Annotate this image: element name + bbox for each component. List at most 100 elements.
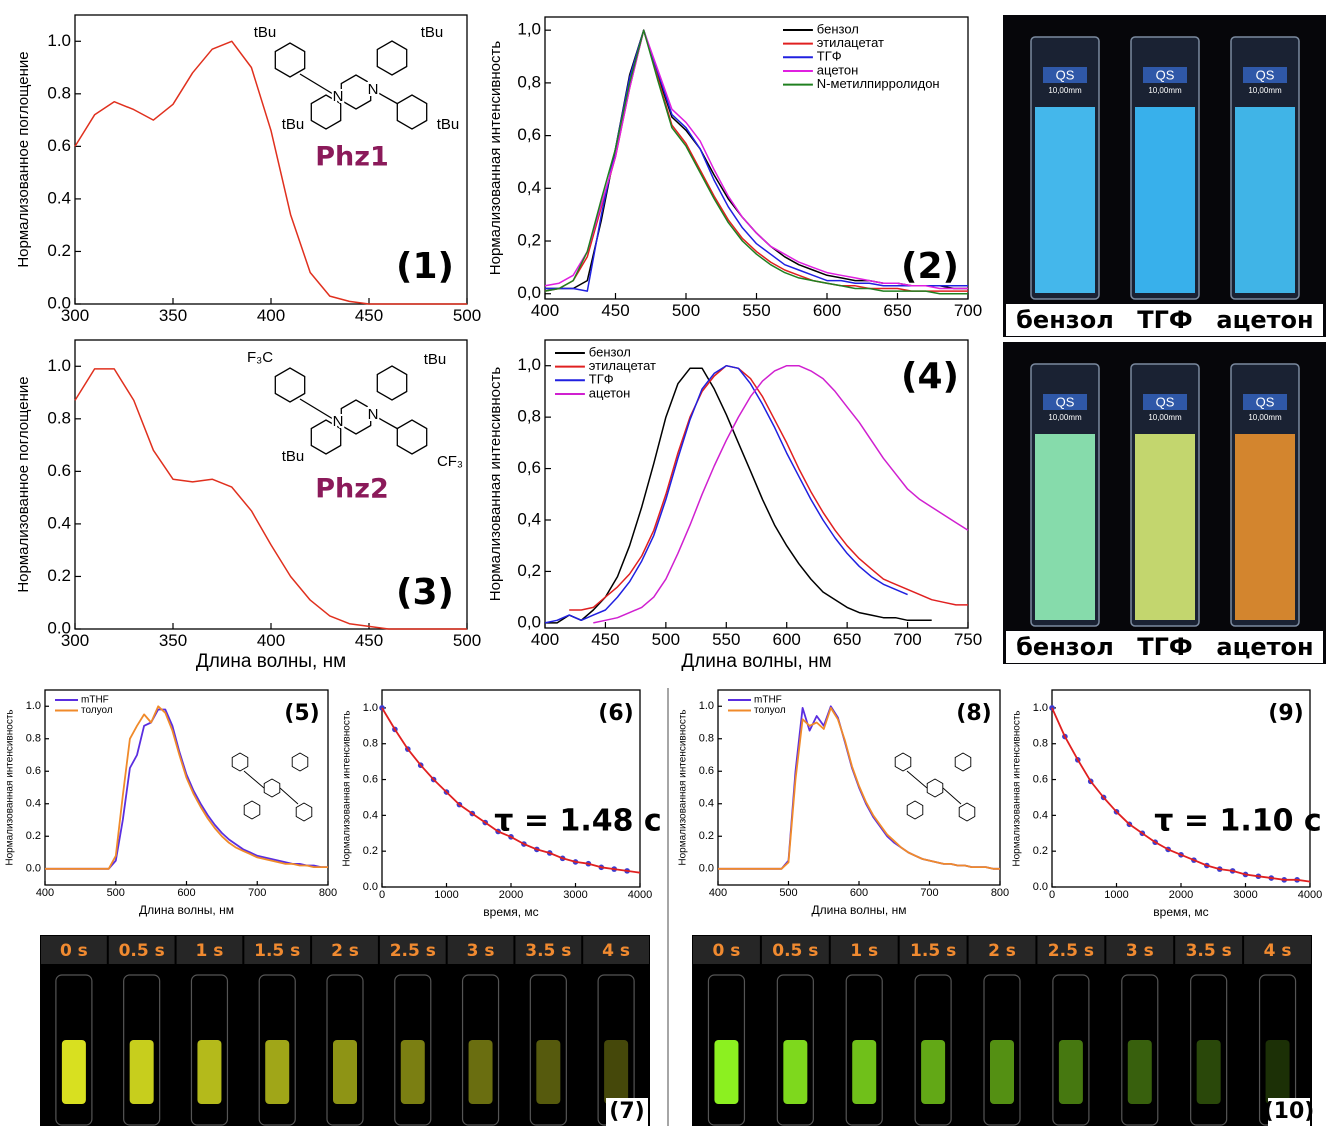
tube xyxy=(258,974,296,1126)
panel-label: (5) xyxy=(284,701,319,726)
y-axis-label: Нормализованная интенсивность xyxy=(487,367,504,602)
structure-bond xyxy=(279,787,299,805)
x-tick-label: 500 xyxy=(652,630,680,649)
x-tick-label: 400 xyxy=(709,887,727,899)
cuvette-text: QS xyxy=(1156,67,1175,82)
structure-label: tBu xyxy=(282,116,305,133)
photo-label: ацетон xyxy=(1216,633,1313,661)
time-label: 3 s xyxy=(1126,941,1154,961)
photo-label: ТГФ xyxy=(1137,306,1192,334)
x-tick-label: 750 xyxy=(954,630,982,649)
time-label: 2 s xyxy=(331,941,359,961)
panel-label-box xyxy=(606,1098,648,1126)
y-tick-label: 0.4 xyxy=(47,513,71,532)
y-tick-label: 1.0 xyxy=(1033,702,1048,714)
time-header xyxy=(41,936,107,964)
series-line xyxy=(593,364,969,624)
time-header xyxy=(899,936,967,964)
legend-label: этилацетат xyxy=(817,35,884,50)
y-tick-label: 0.6 xyxy=(363,773,378,785)
x-tick-label: 400 xyxy=(257,306,285,325)
legend-label: N-метилпирролидон xyxy=(817,76,940,91)
structure-label: N xyxy=(333,88,344,105)
tube xyxy=(1121,974,1159,1126)
structure-ring xyxy=(954,752,972,772)
panel-label: (8) xyxy=(956,701,991,726)
cuvette-badge xyxy=(1043,67,1087,83)
y-tick-label: 0.2 xyxy=(1033,845,1048,857)
x-tick-label: 4000 xyxy=(628,889,652,901)
y-tick-label: 1,0 xyxy=(517,355,541,374)
structure-bond xyxy=(372,414,399,430)
y-tick-label: 0,0 xyxy=(517,283,541,302)
tube xyxy=(529,974,567,1126)
cuvette-text: QS xyxy=(1256,67,1275,82)
legend-label: ТГФ xyxy=(589,372,614,387)
structure-label: tBu xyxy=(421,24,444,41)
x-tick-label: 700 xyxy=(920,887,938,899)
structure-ring xyxy=(231,752,249,772)
y-axis-label: Нормализованная интенсивность xyxy=(678,709,689,865)
photo-label: ацетон xyxy=(1216,306,1313,334)
time-label: 1 s xyxy=(196,941,224,961)
y-tick-label: 0.2 xyxy=(26,830,41,842)
panel-label-box xyxy=(1268,1098,1310,1126)
structure-label: tBu xyxy=(424,351,447,368)
y-tick-label: 0.0 xyxy=(26,863,41,875)
y-tick-label: 0,8 xyxy=(517,407,541,426)
y-tick-label: 0.4 xyxy=(1033,809,1048,821)
time-header xyxy=(1175,936,1243,964)
time-label: 1.5 s xyxy=(910,941,956,961)
y-tick-label: 1.0 xyxy=(363,702,378,714)
x-tick-label: 700 xyxy=(248,887,266,899)
structure-bond xyxy=(906,770,928,789)
time-header xyxy=(312,936,378,964)
y-tick-label: 0,4 xyxy=(517,509,541,528)
series-line xyxy=(1051,707,1311,883)
structure-ring xyxy=(263,778,281,798)
y-tick-label: 0,6 xyxy=(517,458,541,477)
time-label: 1 s xyxy=(850,941,878,961)
tube xyxy=(394,974,432,1126)
legend-label: ацетон xyxy=(589,385,631,400)
tube-glow xyxy=(852,1040,877,1104)
structure-ring xyxy=(376,365,408,401)
tube-glow xyxy=(265,1040,290,1104)
structure-ring xyxy=(894,752,912,772)
x-axis-label: Длина волны, нм xyxy=(681,651,831,672)
x-tick-label: 350 xyxy=(159,631,187,650)
y-tick-label: 0.2 xyxy=(699,830,714,842)
cuvette-text: 10,00mm xyxy=(1148,413,1182,422)
legend-label: ацетон xyxy=(817,62,859,77)
y-tick-label: 0.6 xyxy=(26,765,41,777)
time-label: 3 s xyxy=(467,941,495,961)
time-header xyxy=(447,936,514,964)
structure-bond xyxy=(299,73,339,98)
time-header xyxy=(1037,936,1105,964)
tube-glow xyxy=(400,1040,425,1104)
x-tick-label: 550 xyxy=(742,301,770,320)
series-line xyxy=(74,368,467,630)
legend-label: mTHF xyxy=(81,695,109,706)
structure-bond xyxy=(372,89,399,105)
tube-glow xyxy=(61,1040,86,1104)
x-tick-label: 2000 xyxy=(1169,889,1193,901)
y-axis-label: Нормализованное поглощение xyxy=(15,51,32,267)
structure-ring xyxy=(291,752,309,772)
y-tick-label: 0.2 xyxy=(47,566,71,585)
y-tick-label: 0.6 xyxy=(47,136,71,155)
cuvette-solution xyxy=(1235,107,1295,293)
structure-label: N xyxy=(368,81,379,98)
time-label: 0 s xyxy=(60,941,88,961)
tube-glow xyxy=(714,1040,739,1104)
time-label: 4 s xyxy=(602,941,630,961)
tube xyxy=(983,974,1021,1126)
legend-label: бензол xyxy=(817,21,859,36)
time-header xyxy=(693,936,760,964)
lifetime-annotation: τ = 1.10 c xyxy=(1154,804,1321,839)
x-tick-label: 600 xyxy=(813,301,841,320)
tube-glow xyxy=(1196,1040,1221,1104)
time-label: 3.5 s xyxy=(1186,941,1232,961)
cuvette-solution xyxy=(1035,434,1095,620)
x-tick-label: 350 xyxy=(159,306,187,325)
